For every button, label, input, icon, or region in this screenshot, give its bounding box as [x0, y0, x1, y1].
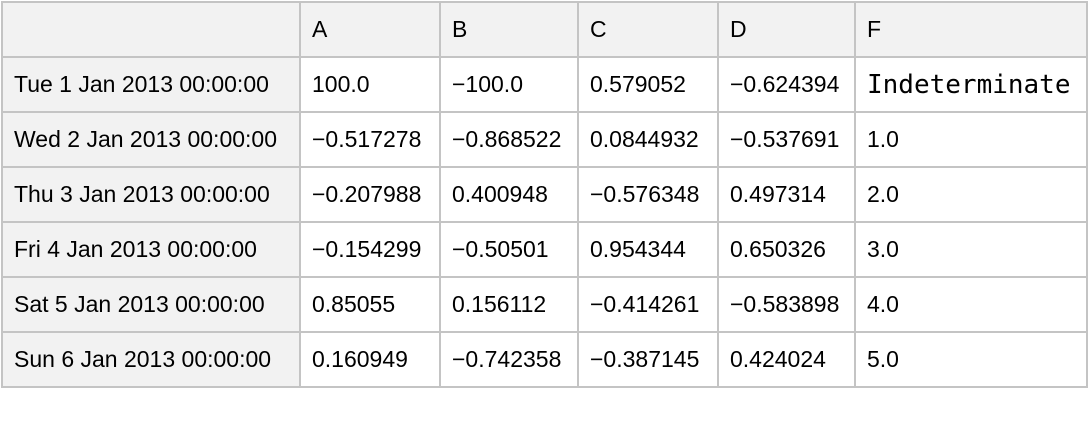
cell: −0.576348 [577, 166, 719, 223]
table-row: Fri 4 Jan 2013 00:00:00 −0.154299 −0.505… [1, 221, 1088, 278]
cell: 1.0 [854, 111, 1088, 168]
cell: −0.50501 [439, 221, 579, 278]
cell: 0.85055 [299, 276, 441, 333]
cell: −100.0 [439, 56, 579, 113]
row-label: Wed 2 Jan 2013 00:00:00 [1, 111, 301, 168]
cell: 0.954344 [577, 221, 719, 278]
table-row: Wed 2 Jan 2013 00:00:00 −0.517278 −0.868… [1, 111, 1088, 168]
cell: −0.624394 [717, 56, 856, 113]
cell: −0.414261 [577, 276, 719, 333]
cell: 0.400948 [439, 166, 579, 223]
cell: 0.424024 [717, 331, 856, 388]
cell: −0.742358 [439, 331, 579, 388]
cell: 0.156112 [439, 276, 579, 333]
column-header-b: B [439, 1, 579, 58]
cell: 0.160949 [299, 331, 441, 388]
cell: −0.868522 [439, 111, 579, 168]
table-row: Sun 6 Jan 2013 00:00:00 0.160949 −0.7423… [1, 331, 1088, 388]
cell: 2.0 [854, 166, 1088, 223]
column-header-f: F [854, 1, 1088, 58]
cell: 3.0 [854, 221, 1088, 278]
cell: 0.0844932 [577, 111, 719, 168]
row-label: Sat 5 Jan 2013 00:00:00 [1, 276, 301, 333]
row-label: Tue 1 Jan 2013 00:00:00 [1, 56, 301, 113]
cell: 5.0 [854, 331, 1088, 388]
header-row: A B C D F [1, 1, 1088, 58]
column-header-c: C [577, 1, 719, 58]
table-row: Tue 1 Jan 2013 00:00:00 100.0 −100.0 0.5… [1, 56, 1088, 113]
row-label: Sun 6 Jan 2013 00:00:00 [1, 331, 301, 388]
dataset-table: A B C D F Tue 1 Jan 2013 00:00:00 100.0 … [1, 1, 1088, 388]
cell: 0.497314 [717, 166, 856, 223]
cell: 4.0 [854, 276, 1088, 333]
cell-indeterminate: Indeterminate [854, 56, 1088, 113]
cell: −0.537691 [717, 111, 856, 168]
cell: 100.0 [299, 56, 441, 113]
table-row: Thu 3 Jan 2013 00:00:00 −0.207988 0.4009… [1, 166, 1088, 223]
column-header-d: D [717, 1, 856, 58]
cell: −0.517278 [299, 111, 441, 168]
cell: −0.387145 [577, 331, 719, 388]
cell: −0.207988 [299, 166, 441, 223]
cell: −0.583898 [717, 276, 856, 333]
corner-header-cell [1, 1, 301, 58]
row-label: Thu 3 Jan 2013 00:00:00 [1, 166, 301, 223]
cell: −0.154299 [299, 221, 441, 278]
cell: 0.579052 [577, 56, 719, 113]
row-label: Fri 4 Jan 2013 00:00:00 [1, 221, 301, 278]
column-header-a: A [299, 1, 441, 58]
cell: 0.650326 [717, 221, 856, 278]
table-row: Sat 5 Jan 2013 00:00:00 0.85055 0.156112… [1, 276, 1088, 333]
